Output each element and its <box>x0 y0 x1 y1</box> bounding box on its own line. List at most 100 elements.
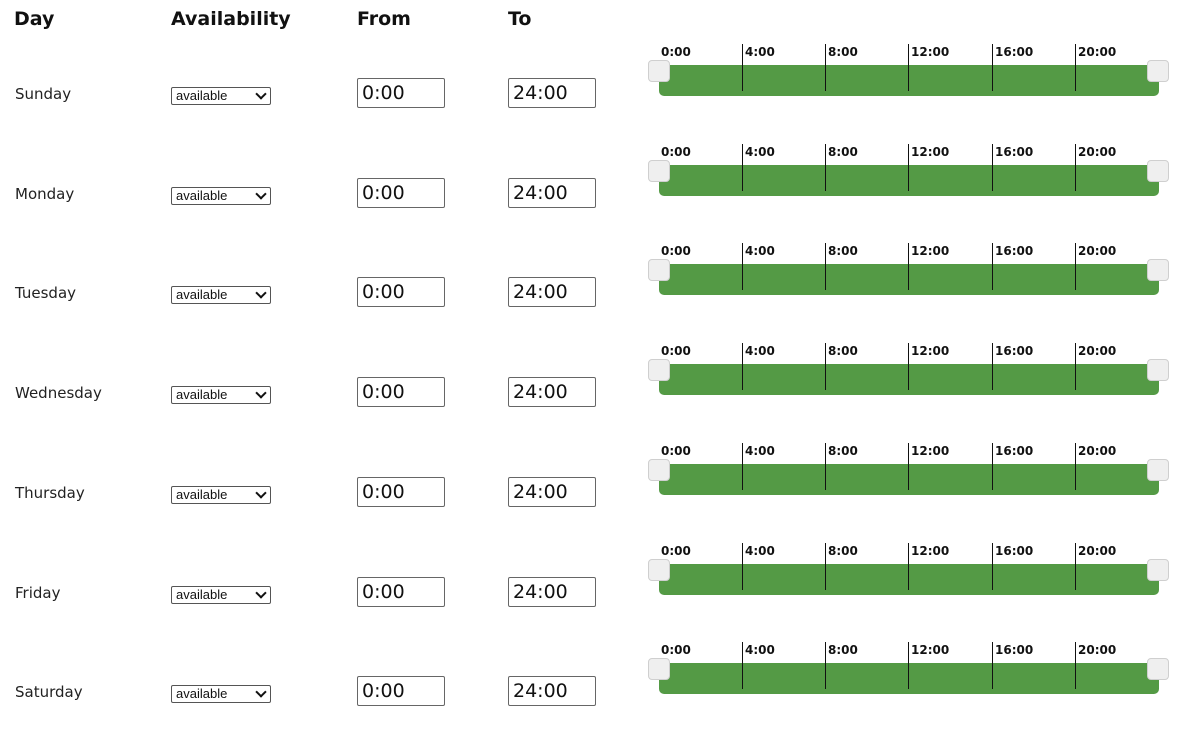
chevron-down-icon <box>255 586 267 599</box>
timeline-hour-label: 0:00 <box>661 144 691 159</box>
timeline-hour-label: 8:00 <box>828 443 858 458</box>
day-name: Monday <box>15 184 75 203</box>
timeline-tick <box>908 442 909 490</box>
timeline-hour-label: 0:00 <box>661 543 691 558</box>
timeline-hour-label: 20:00 <box>1078 244 1117 259</box>
timeline-start-handle[interactable] <box>648 558 670 581</box>
availability-select-value: available <box>176 287 228 303</box>
from-time-input[interactable]: 0:00 <box>357 78 445 108</box>
timeline-end-handle[interactable] <box>1147 159 1169 182</box>
timeline-tick <box>908 642 909 690</box>
availability-select[interactable]: available <box>171 386 271 405</box>
timeline-end-handle[interactable] <box>1147 458 1169 481</box>
availability-timeline-bar <box>659 65 1159 96</box>
availability-select[interactable]: available <box>171 585 271 604</box>
timeline-hour-label: 16:00 <box>995 543 1034 558</box>
to-column-header: To <box>508 8 532 30</box>
from-time-input[interactable]: 0:00 <box>357 177 445 208</box>
timeline-hour-label: 20:00 <box>1078 543 1117 558</box>
timeline-tick <box>825 243 826 291</box>
day-row: Thursday available 0:00 24:00 0:00 4:00 8:… <box>0 439 1185 539</box>
timeline-end-handle[interactable] <box>1147 259 1169 282</box>
timeline-tick <box>742 343 743 391</box>
day-name: Thursday <box>15 483 85 502</box>
timeline-tick <box>825 442 826 490</box>
timeline-start-handle[interactable] <box>648 259 670 282</box>
to-time-input[interactable]: 24:00 <box>508 476 596 507</box>
day-row: Monday available 0:00 24:00 0:00 4:00 8:00… <box>0 140 1185 240</box>
timeline-hour-label: 12:00 <box>911 344 950 359</box>
from-time-input[interactable]: 0:00 <box>357 676 445 707</box>
availability-select-value: available <box>176 486 228 502</box>
timeline-tick <box>825 44 826 91</box>
to-time-input[interactable]: 24:00 <box>508 676 596 707</box>
timeline-hour-label: 4:00 <box>745 144 775 159</box>
chevron-down-icon <box>255 387 267 399</box>
availability-timeline-bar <box>659 663 1159 695</box>
timeline-tick <box>992 343 993 391</box>
from-time-input[interactable]: 0:00 <box>357 377 445 408</box>
availability-select[interactable]: available <box>171 485 271 504</box>
availability-select[interactable]: available <box>171 286 271 305</box>
timeline-tick <box>1075 642 1076 690</box>
availability-select[interactable]: available <box>171 685 271 704</box>
timeline-tick <box>1075 243 1076 291</box>
timeline-hour-label: 0:00 <box>661 45 691 59</box>
timeline-start-handle[interactable] <box>648 458 670 481</box>
day-name: Wednesday <box>15 384 102 403</box>
timeline-tick <box>742 542 743 590</box>
to-time-input[interactable]: 24:00 <box>508 576 596 607</box>
timeline-tick <box>992 442 993 490</box>
timeline-hour-label: 4:00 <box>745 643 775 658</box>
timeline-start-handle[interactable] <box>648 359 670 382</box>
timeline-hour-label: 8:00 <box>828 344 858 359</box>
to-time-input[interactable]: 24:00 <box>508 277 596 308</box>
availability-select[interactable]: available <box>171 87 271 105</box>
timeline-tick <box>908 44 909 91</box>
from-time-input[interactable]: 0:00 <box>357 476 445 507</box>
timeline-hour-label: 0:00 <box>661 244 691 259</box>
timeline-start-handle[interactable] <box>648 159 670 182</box>
timeline-hour-label: 20:00 <box>1078 344 1117 359</box>
timeline-start-handle[interactable] <box>648 658 670 681</box>
day-row: Friday available 0:00 24:00 0:00 4:00 8:00… <box>0 539 1185 639</box>
timeline-hour-label: 16:00 <box>995 443 1034 458</box>
timeline-end-handle[interactable] <box>1147 60 1169 82</box>
availability-select-value: available <box>176 686 228 702</box>
day-row: Wednesday available 0:00 24:00 0:00 4:00 8… <box>0 339 1185 439</box>
timeline-hour-label: 20:00 <box>1078 45 1117 59</box>
timeline-end-handle[interactable] <box>1147 558 1169 581</box>
timeline-tick <box>992 642 993 690</box>
day-row: Tuesday available 0:00 24:00 0:00 4:00 8:0… <box>0 239 1185 339</box>
availability-column-header: Availability <box>171 8 291 30</box>
from-column-header: From <box>357 8 411 30</box>
timeline-tick <box>1075 542 1076 590</box>
from-time-input[interactable]: 0:00 <box>357 277 445 308</box>
timeline-tick <box>742 243 743 291</box>
timeline-hour-label: 16:00 <box>995 244 1034 259</box>
timeline-end-handle[interactable] <box>1147 658 1169 681</box>
availability-timeline-bar <box>659 164 1159 196</box>
timeline-start-handle[interactable] <box>648 60 670 82</box>
availability-timeline-bar <box>659 364 1159 396</box>
timeline-tick <box>742 642 743 690</box>
timeline-hour-label: 4:00 <box>745 543 775 558</box>
timeline-hour-label: 4:00 <box>745 443 775 458</box>
availability-timeline-bar <box>659 563 1159 595</box>
timeline-hour-label: 20:00 <box>1078 643 1117 658</box>
timeline-hour-label: 12:00 <box>911 443 950 458</box>
to-time-input[interactable]: 24:00 <box>508 177 596 208</box>
availability-select-value: available <box>176 187 228 203</box>
timeline-hour-label: 16:00 <box>995 45 1034 59</box>
timeline-hour-label: 4:00 <box>745 344 775 359</box>
from-time-input[interactable]: 0:00 <box>357 576 445 607</box>
timeline-tick <box>992 44 993 91</box>
timeline-tick <box>1075 343 1076 391</box>
to-time-input[interactable]: 24:00 <box>508 78 596 108</box>
chevron-down-icon <box>255 287 267 300</box>
availability-select[interactable]: available <box>171 186 271 205</box>
timeline-hour-label: 0:00 <box>661 443 691 458</box>
timeline-end-handle[interactable] <box>1147 359 1169 382</box>
day-name: Friday <box>15 583 61 602</box>
to-time-input[interactable]: 24:00 <box>508 377 596 408</box>
